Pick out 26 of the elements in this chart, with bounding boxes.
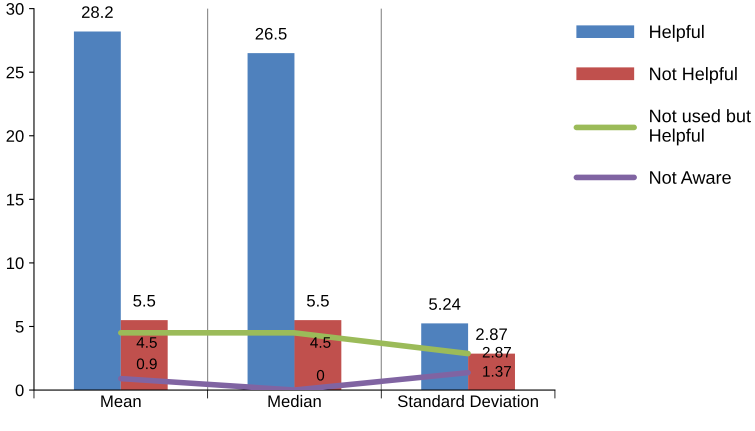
- data-label: 0: [316, 370, 324, 381]
- data-label: 2.87: [476, 328, 507, 340]
- data-label: 4.5: [310, 337, 330, 348]
- legend-label: Not used but Helpful: [650, 109, 751, 146]
- data-label: 28.2: [82, 6, 113, 18]
- y-tick-label: 25: [6, 66, 24, 78]
- legend-label: Not Helpful: [650, 66, 737, 84]
- bar: [74, 32, 121, 390]
- data-label: 1.37: [483, 366, 511, 377]
- y-tick-label: 0: [16, 384, 24, 396]
- x-tick-label: Standard Deviation: [398, 394, 538, 408]
- x-tick-label: Mean: [101, 396, 141, 408]
- y-tick-label: 30: [6, 3, 24, 15]
- legend-label: Not Aware: [650, 171, 731, 184]
- data-label: 4.5: [136, 337, 157, 348]
- data-label: 5.5: [133, 295, 156, 307]
- x-tick-label: Median: [268, 394, 321, 408]
- y-tick-label: 20: [6, 130, 24, 142]
- legend-label: Helpful: [650, 24, 704, 42]
- data-label: 26.5: [256, 28, 287, 40]
- data-label: 5.24: [429, 298, 460, 310]
- y-tick-label: 5: [16, 321, 24, 333]
- data-label: 0.9: [136, 358, 157, 370]
- data-label: 5.5: [306, 295, 329, 307]
- y-tick-label: 15: [6, 194, 24, 206]
- y-tick-label: 10: [6, 257, 24, 270]
